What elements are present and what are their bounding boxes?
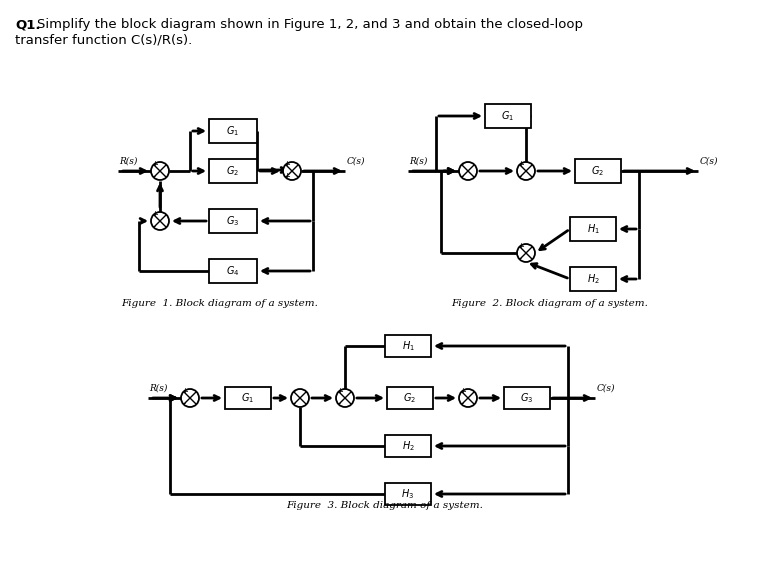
Bar (385, 435, 431, 457)
Text: +: + (517, 160, 524, 169)
Text: $G_3$: $G_3$ (226, 214, 240, 228)
Text: Figure  1. Block diagram of a system.: Figure 1. Block diagram of a system. (122, 298, 318, 307)
Text: -: - (337, 399, 340, 408)
Text: R(s): R(s) (149, 384, 168, 393)
Text: $G_2$: $G_2$ (404, 391, 417, 405)
Text: +: + (459, 387, 465, 396)
Text: -: - (182, 399, 185, 408)
Text: +: + (151, 210, 158, 219)
Bar (209, 159, 257, 183)
Text: $G_1$: $G_1$ (501, 109, 514, 123)
Bar (575, 159, 621, 183)
Circle shape (517, 162, 535, 180)
Circle shape (151, 212, 169, 230)
Text: $G_3$: $G_3$ (521, 391, 534, 405)
Text: +: + (283, 160, 290, 169)
Text: $H_2$: $H_2$ (401, 439, 414, 453)
Text: $G_2$: $G_2$ (226, 164, 240, 178)
Text: +: + (181, 387, 188, 396)
Text: -: - (293, 387, 295, 396)
Bar (209, 259, 257, 283)
Circle shape (517, 244, 535, 262)
Text: $G_1$: $G_1$ (226, 124, 240, 138)
Text: -: - (518, 172, 521, 181)
Text: C(s): C(s) (597, 384, 615, 393)
Text: -: - (460, 172, 463, 181)
Text: $H_2$: $H_2$ (587, 272, 600, 286)
Bar (485, 104, 531, 128)
Text: R(s): R(s) (119, 157, 138, 166)
Text: Figure  3. Block diagram of a system.: Figure 3. Block diagram of a system. (287, 502, 484, 511)
Bar (387, 387, 433, 409)
Text: $H_1$: $H_1$ (401, 339, 414, 353)
Bar (570, 217, 616, 241)
Text: Figure  2. Block diagram of a system.: Figure 2. Block diagram of a system. (451, 298, 648, 307)
Text: -: - (152, 222, 155, 231)
Text: +: + (151, 160, 158, 169)
Circle shape (291, 389, 309, 407)
Text: -: - (152, 172, 155, 181)
Text: +: + (283, 172, 290, 181)
Circle shape (336, 389, 354, 407)
Bar (209, 119, 257, 143)
Circle shape (151, 162, 169, 180)
Bar (504, 387, 550, 409)
Circle shape (459, 389, 477, 407)
Text: $G_1$: $G_1$ (241, 391, 255, 405)
Text: R(s): R(s) (409, 157, 428, 166)
Circle shape (283, 162, 301, 180)
Text: -: - (292, 399, 295, 408)
Text: $G_2$: $G_2$ (591, 164, 604, 178)
Text: Simplify the block diagram shown in Figure 1, 2, and 3 and obtain the closed-loo: Simplify the block diagram shown in Figu… (37, 18, 583, 31)
Text: transfer function C(s)/R(s).: transfer function C(s)/R(s). (15, 33, 192, 46)
Text: Q1.: Q1. (15, 18, 41, 31)
Bar (385, 483, 431, 505)
Text: $G_4$: $G_4$ (226, 264, 240, 278)
Bar (385, 335, 431, 357)
Circle shape (181, 389, 199, 407)
Bar (225, 387, 271, 409)
Text: $H_1$: $H_1$ (587, 222, 600, 236)
Bar (570, 267, 616, 291)
Text: -: - (460, 399, 463, 408)
Text: $H_3$: $H_3$ (401, 487, 414, 501)
Text: -: - (461, 160, 464, 169)
Circle shape (459, 162, 477, 180)
Text: C(s): C(s) (700, 157, 718, 166)
Text: C(s): C(s) (347, 157, 365, 166)
Text: +: + (336, 387, 342, 396)
Bar (209, 209, 257, 233)
Text: -: - (518, 254, 521, 263)
Text: +: + (517, 242, 524, 251)
